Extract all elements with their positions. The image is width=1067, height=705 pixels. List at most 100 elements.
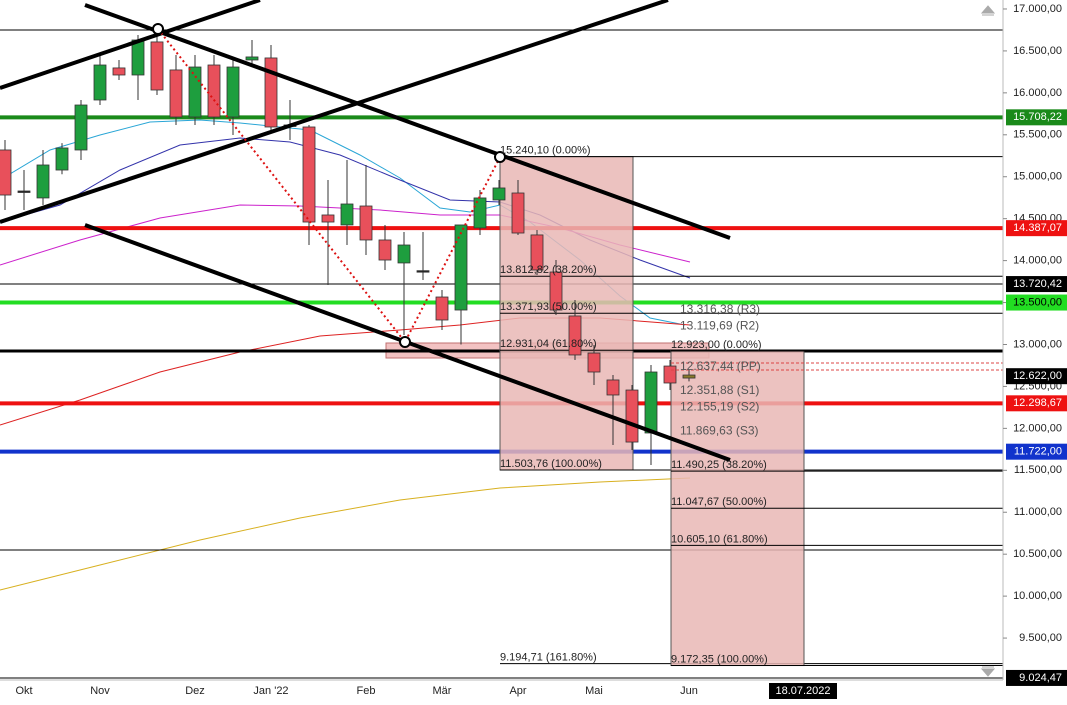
candle-body xyxy=(169,69,183,118)
candle-body xyxy=(207,64,221,118)
candle-body xyxy=(378,239,392,261)
level-label: 15.708,22 xyxy=(1013,111,1062,123)
trendline xyxy=(0,0,669,224)
level-label-box xyxy=(1006,109,1067,126)
pivot-label: 13.119,69 (R2) xyxy=(680,319,759,333)
x-tick-label: Mai xyxy=(585,685,603,697)
fib-label: 13.371,93 (50.00%) xyxy=(500,301,597,313)
fib-label: 11.503,76 (100.00%) xyxy=(500,458,602,470)
y-tick-label: 10.500,00 xyxy=(1013,548,1062,560)
candle-body xyxy=(74,104,88,151)
candle-body xyxy=(0,149,12,196)
y-tick-label: 15.000,00 xyxy=(1013,171,1062,183)
level-label-box xyxy=(1006,443,1067,460)
y-tick-label: 13.000,00 xyxy=(1013,338,1062,350)
fib-label: 11.047,67 (50.00%) xyxy=(671,496,767,508)
fib-label: 9.172,35 (100.00%) xyxy=(671,653,768,665)
candle-body xyxy=(150,41,164,91)
candle-body xyxy=(131,39,145,76)
pivot-point xyxy=(399,336,411,348)
scroll-up[interactable] xyxy=(980,5,996,16)
candle-body xyxy=(587,352,601,373)
candle-body xyxy=(36,164,50,199)
candle-body xyxy=(606,379,620,396)
pivot-point xyxy=(152,23,164,35)
y-tick-label: 9.500,00 xyxy=(1019,632,1062,644)
candle-body xyxy=(112,67,126,76)
fib-label: 12.923,00 (0.00%) xyxy=(671,339,762,351)
candle-body xyxy=(17,190,31,193)
candle-body xyxy=(492,187,506,201)
candle-body xyxy=(188,66,202,118)
x-tick-label: Apr xyxy=(509,685,526,697)
date-label: 18.07.2022 xyxy=(775,685,830,697)
x-tick-label: Feb xyxy=(357,685,376,697)
level-label-box xyxy=(1006,368,1067,385)
pivot-label: 11.869,63 (S3) xyxy=(680,423,759,437)
level-label-box xyxy=(1006,395,1067,412)
trendlines xyxy=(0,0,1003,462)
y-tick-label: 17.000,00 xyxy=(1013,3,1062,15)
moving-average xyxy=(0,477,691,591)
y-tick-label: 10.000,00 xyxy=(1013,590,1062,602)
trendline xyxy=(84,3,731,240)
fib-label: 11.490,25 (38.20%) xyxy=(671,459,767,471)
fib-label: 15.240,10 (0.00%) xyxy=(500,144,591,156)
candle-body xyxy=(359,205,373,241)
level-label: 14.387,07 xyxy=(1013,222,1062,234)
candle-body xyxy=(321,214,335,223)
candle-body xyxy=(264,57,278,128)
candle-body xyxy=(682,374,696,379)
level-label: 12.622,00 xyxy=(1013,370,1062,382)
level-label-box xyxy=(1006,294,1067,311)
y-tick-label: 11.000,00 xyxy=(1014,506,1062,518)
candles xyxy=(0,34,696,466)
x-tick-label: Jun xyxy=(680,685,698,697)
date-label-box xyxy=(769,683,837,699)
candle-body xyxy=(416,270,430,273)
candle-body xyxy=(302,126,316,223)
candle-body xyxy=(568,315,582,356)
candle-body xyxy=(93,64,107,101)
candle-body xyxy=(435,296,449,321)
y-tick-label: 11.500,00 xyxy=(1014,464,1062,476)
candle-body xyxy=(55,147,69,171)
fib-label: 9.194,71 (161.80%) xyxy=(500,652,597,664)
axes xyxy=(0,0,1004,681)
candle-body xyxy=(625,389,639,443)
candle-body xyxy=(663,365,677,384)
pivot-point xyxy=(494,151,506,163)
x-tick-label: Mär xyxy=(433,685,452,697)
y-tick-label: 14.000,00 xyxy=(1013,255,1062,267)
fib-label: 13.812,82 (38.20%) xyxy=(500,264,597,276)
level-label: 11.722,00 xyxy=(1014,446,1062,458)
x-tick-label: Dez xyxy=(185,685,205,697)
candle-body xyxy=(397,244,411,264)
candle-body xyxy=(340,203,354,226)
candle-body xyxy=(549,271,563,311)
level-label: 9.024,47 xyxy=(1019,672,1062,684)
trendline xyxy=(0,0,261,90)
y-tick-label: 16.000,00 xyxy=(1013,87,1062,99)
x-tick-label: Nov xyxy=(90,685,110,697)
candle-body xyxy=(530,234,544,271)
pivot-label: 12.155,19 (S2) xyxy=(680,400,759,414)
fib-label: 12.931,04 (61.80%) xyxy=(500,338,597,350)
pivot-label: 12.351,88 (S1) xyxy=(680,383,759,397)
candle-body xyxy=(226,66,240,118)
level-label-box xyxy=(1006,220,1067,237)
x-tick-label: Jan '22 xyxy=(253,685,288,697)
level-label-box xyxy=(1006,276,1067,293)
y-tick-label: 12.000,00 xyxy=(1013,422,1062,434)
candle-body xyxy=(454,224,468,311)
y-tick-label: 15.500,00 xyxy=(1013,129,1062,141)
pivot-label: 13.316,38 (R3) xyxy=(680,302,760,316)
level-label: 13.720,42 xyxy=(1013,278,1062,290)
scroll-down[interactable] xyxy=(980,666,996,677)
candle-body xyxy=(245,56,259,61)
candle-body xyxy=(511,192,525,234)
labels: 17.000,00 16.500,00 16.000,00 15.500,00 15.0… xyxy=(15,3,1067,699)
y-tick-label: 16.500,00 xyxy=(1013,45,1062,57)
